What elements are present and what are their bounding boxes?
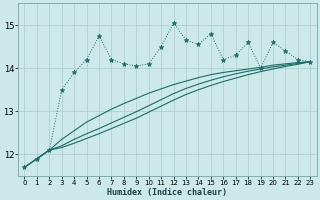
X-axis label: Humidex (Indice chaleur): Humidex (Indice chaleur) (108, 188, 228, 197)
